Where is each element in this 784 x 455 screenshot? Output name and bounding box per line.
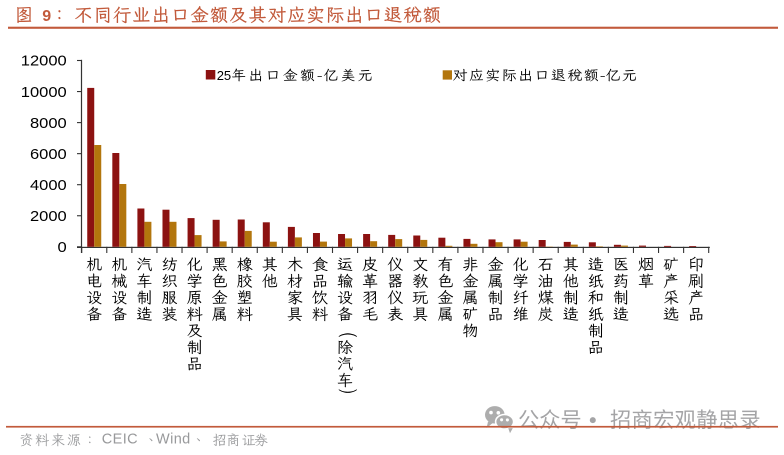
svg-text:6000: 6000: [30, 146, 67, 163]
svg-text:0: 0: [58, 239, 67, 256]
svg-text:4000: 4000: [30, 177, 67, 194]
svg-text:9: 9: [42, 8, 51, 25]
svg-text:CEIC: CEIC: [102, 431, 138, 447]
svg-text:10000: 10000: [21, 84, 67, 101]
svg-text:2000: 2000: [30, 208, 67, 225]
svg-text:8000: 8000: [30, 115, 67, 132]
svg-text:12000: 12000: [21, 53, 67, 70]
svg-text:Wind: Wind: [156, 431, 191, 447]
svg-text:25: 25: [217, 68, 231, 83]
